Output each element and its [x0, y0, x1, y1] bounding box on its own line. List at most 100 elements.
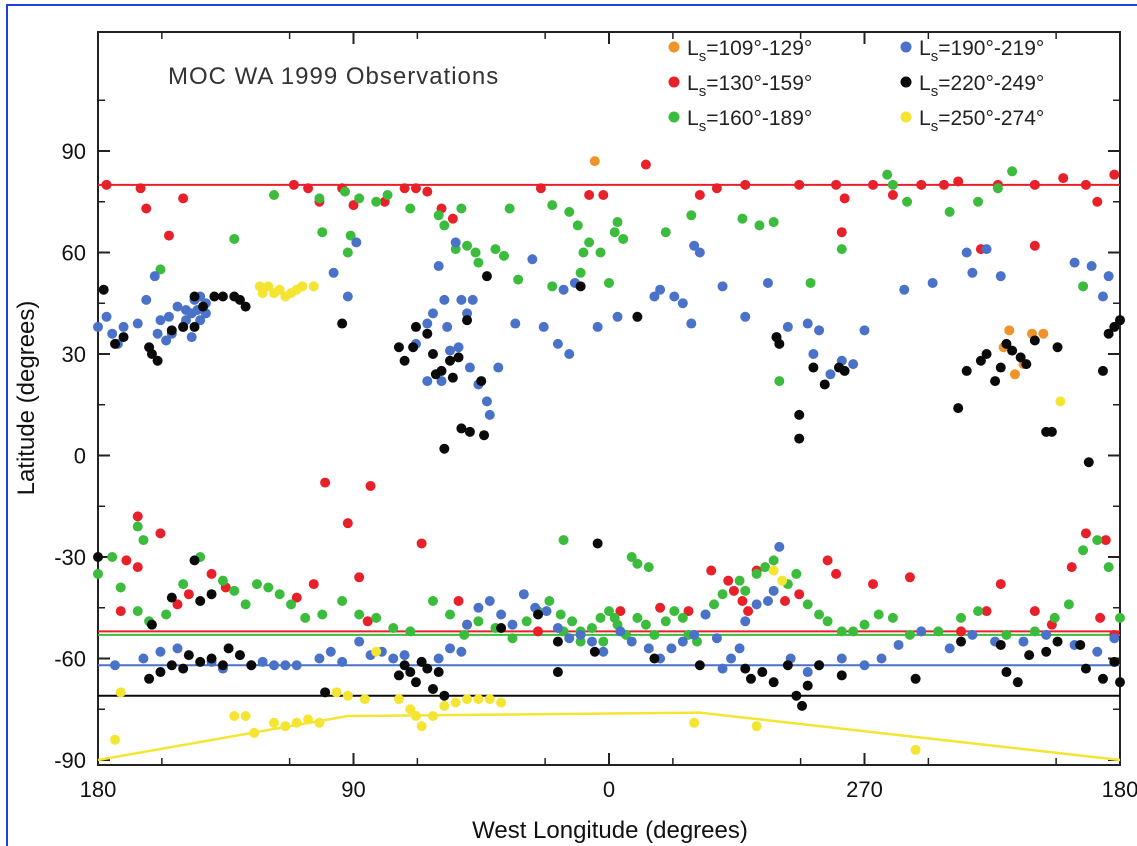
data-point	[317, 609, 328, 620]
data-point	[615, 606, 626, 617]
data-point	[802, 680, 813, 691]
yellow-boundary-line	[97, 711, 1121, 762]
data-point	[538, 321, 549, 332]
data-point	[269, 660, 280, 671]
data-point	[995, 362, 1006, 373]
data-point	[873, 609, 884, 620]
data-point	[320, 477, 331, 488]
data-point	[689, 629, 700, 640]
data-point	[802, 667, 813, 678]
data-point	[408, 342, 419, 353]
y-tick-label: 90	[62, 139, 86, 164]
data-point	[1083, 457, 1094, 468]
y-tick-label: -30	[54, 545, 86, 570]
legend-marker	[668, 76, 680, 88]
data-point	[141, 294, 152, 305]
data-point	[868, 579, 879, 590]
data-point	[967, 267, 978, 278]
data-point	[269, 189, 280, 200]
data-point	[354, 193, 365, 204]
data-point	[745, 673, 756, 684]
data-point	[572, 220, 583, 231]
data-point	[615, 626, 626, 637]
data-point	[953, 403, 964, 414]
legend: Ls=109°-129° Ls=130°-159° Ls=160°-189° Ls=1…	[668, 37, 1044, 135]
data-point	[706, 565, 717, 576]
data-point	[595, 247, 606, 258]
data-point	[677, 298, 688, 309]
data-point	[163, 311, 174, 322]
data-point	[717, 281, 728, 292]
data-point	[1103, 271, 1114, 282]
data-point	[365, 480, 376, 491]
data-point	[1092, 535, 1103, 546]
data-point	[995, 271, 1006, 282]
data-point	[354, 609, 365, 620]
data-point	[1012, 677, 1023, 688]
data-point	[427, 683, 438, 694]
data-point	[1080, 663, 1091, 674]
legend-label: Ls=160°-189°	[687, 107, 812, 135]
data-point	[660, 227, 671, 238]
data-point	[152, 328, 163, 339]
data-point	[995, 639, 1006, 650]
data-point	[195, 595, 206, 606]
series-4	[93, 271, 1125, 711]
data-point	[953, 176, 964, 187]
data-point	[464, 426, 475, 437]
legend-label: Ls=130°-159°	[687, 72, 812, 100]
data-point	[1007, 345, 1018, 356]
data-point	[479, 430, 490, 441]
data-point	[859, 325, 870, 336]
data-point	[107, 552, 118, 562]
data-point	[439, 443, 450, 454]
y-tick-label: -60	[54, 647, 86, 672]
data-point	[1018, 636, 1029, 647]
data-point	[975, 355, 986, 366]
data-point	[101, 179, 112, 190]
data-point	[447, 213, 458, 224]
data-point	[269, 717, 280, 728]
data-point	[1115, 677, 1125, 688]
data-point	[93, 568, 103, 579]
data-point	[1052, 342, 1063, 353]
data-point	[910, 673, 921, 684]
data-point	[592, 538, 603, 549]
data-point	[1015, 352, 1026, 363]
data-point	[632, 311, 643, 322]
data-point	[791, 568, 802, 579]
data-point	[961, 365, 972, 376]
data-point	[819, 379, 830, 390]
data-point	[694, 660, 705, 671]
data-point	[859, 619, 870, 630]
data-point	[992, 183, 1003, 194]
data-point	[217, 291, 228, 302]
data-point	[410, 711, 421, 722]
data-point	[101, 311, 112, 322]
data-point	[473, 616, 484, 627]
data-point	[734, 575, 745, 586]
data-point	[575, 281, 586, 292]
data-point	[464, 362, 475, 373]
data-point	[1007, 166, 1018, 177]
data-point	[473, 257, 484, 268]
data-point	[115, 687, 126, 698]
data-point	[337, 318, 348, 329]
data-point	[138, 653, 149, 664]
data-point	[1086, 261, 1097, 272]
data-point	[808, 362, 819, 373]
data-point	[1109, 169, 1120, 180]
x-axis-title: West Longitude (degrees)	[472, 817, 748, 844]
data-point	[666, 643, 677, 654]
data-point	[422, 318, 433, 329]
data-point	[831, 568, 842, 579]
data-point	[728, 585, 739, 596]
data-point	[399, 183, 410, 194]
data-point	[694, 189, 705, 200]
data-point	[303, 183, 314, 194]
series-1	[101, 159, 1120, 640]
data-point	[115, 582, 126, 593]
data-point	[342, 291, 353, 302]
data-point	[944, 206, 955, 217]
